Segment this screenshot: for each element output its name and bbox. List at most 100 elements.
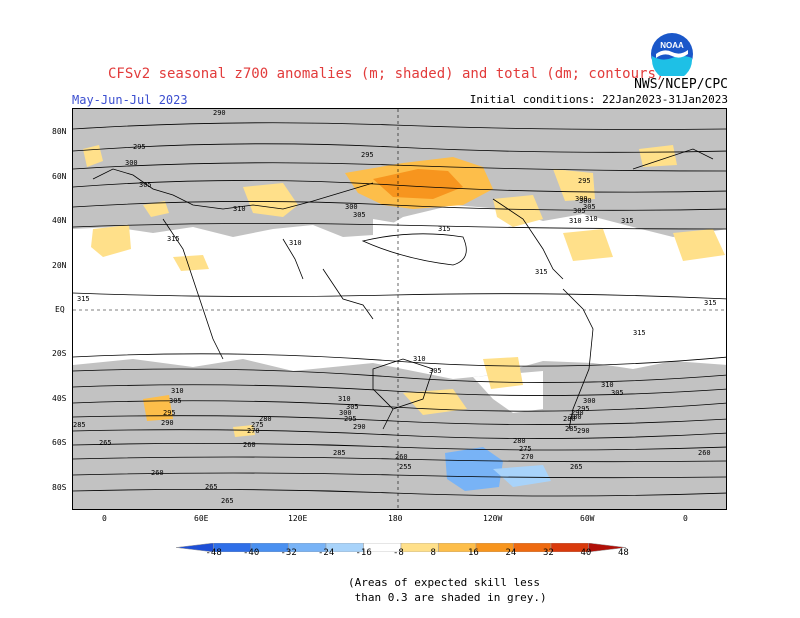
contour-label: 295	[578, 177, 591, 185]
contour-label: 285	[565, 425, 578, 433]
contour-label: 270	[247, 427, 260, 435]
contour-label: 255	[399, 463, 412, 471]
contour-label: 290	[577, 427, 590, 435]
lat-label: 60N	[52, 172, 67, 181]
initial-conditions-label: Initial conditions: 22Jan2023-31Jan2023	[469, 93, 728, 106]
colorbar-label: 16	[468, 548, 479, 558]
colorbar-label: 8	[430, 548, 436, 558]
colorbar-label: -24	[318, 548, 335, 558]
contour-label: 265	[205, 483, 218, 491]
contour-label: 310	[338, 395, 351, 403]
map-panel: 290 295 300 305 310 315 295 300 305 310 …	[72, 108, 727, 510]
contour-label: 295	[163, 409, 176, 417]
height-contours	[73, 122, 726, 497]
contour-label: 300	[575, 195, 588, 203]
lat-label: 80S	[52, 483, 67, 492]
contour-label: 315	[535, 268, 548, 276]
colorbar-label: -16	[355, 548, 372, 558]
contour-label: 315	[704, 299, 717, 307]
colorbar-label: -48	[205, 548, 222, 558]
lon-label: 120E	[288, 514, 308, 523]
positive-anomaly	[83, 145, 725, 437]
contour-label: 310	[171, 387, 184, 395]
contour-label: 300	[125, 159, 138, 167]
contour-label: 315	[438, 225, 451, 233]
contour-label: 305	[573, 207, 586, 215]
contour-label: 300	[339, 409, 352, 417]
contour-label: 260	[151, 469, 164, 477]
contour-label: 315	[77, 295, 90, 303]
lat-label: 80N	[52, 127, 67, 136]
contour-label: 310	[413, 355, 426, 363]
colorbar-label: -32	[280, 548, 297, 558]
coastlines	[92, 148, 714, 430]
agency-label: NWS/NCEP/CPC	[634, 77, 728, 92]
contour-label: 305	[429, 367, 442, 375]
lon-label: 60E	[194, 514, 209, 523]
contour-label: 305	[353, 211, 366, 219]
contour-label: 265	[221, 497, 234, 505]
lat-label: 20S	[52, 349, 67, 358]
lat-label: 40S	[52, 394, 67, 403]
contour-label: 305	[139, 181, 152, 189]
lat-label: 40N	[52, 216, 67, 225]
contour-label: 290	[353, 423, 366, 431]
contour-label: 275	[519, 445, 532, 453]
contour-label: 280	[259, 415, 272, 423]
lon-label: 120W	[483, 514, 503, 523]
contour-label: 265	[570, 463, 583, 471]
contour-label: 300	[579, 197, 592, 205]
contour-label: 305	[169, 397, 182, 405]
negative-anomaly	[445, 447, 551, 491]
contour-label: 310	[233, 205, 246, 213]
contour-label: 280	[563, 415, 576, 423]
contour-label: 260	[243, 441, 256, 449]
contour-label: 280	[569, 413, 582, 421]
colorbar-label: -8	[393, 548, 404, 558]
noaa-logo-icon: NOAA	[650, 32, 694, 80]
contour-label: 315	[167, 235, 180, 243]
contour-label: 290	[213, 109, 226, 117]
lon-label: 0	[683, 514, 688, 523]
contour-labels: 290 295 300 305 310 315 295 300 305 310 …	[73, 109, 717, 505]
colorbar-segment	[588, 542, 627, 553]
contour-label: 315	[633, 329, 646, 337]
contour-label: 260	[395, 453, 408, 461]
contour-label: 265	[99, 439, 112, 447]
contour-label: 285	[333, 449, 346, 457]
map-title: CFSv2 seasonal z700 anomalies (m; shaded…	[108, 66, 665, 82]
lon-label: 180	[388, 514, 403, 523]
lat-label: EQ	[55, 305, 65, 314]
contour-label: 295	[344, 415, 357, 423]
contour-label: 310	[585, 215, 598, 223]
contour-label: 290	[161, 419, 174, 427]
lon-label: 0	[102, 514, 107, 523]
contour-label: 315	[621, 217, 634, 225]
contour-label: 300	[345, 203, 358, 211]
contour-label: 305	[583, 203, 596, 211]
contour-label: 295	[133, 143, 146, 151]
colorbar-label: 40	[580, 548, 592, 558]
contour-label: 295	[577, 405, 590, 413]
contour-label: 310	[569, 217, 582, 225]
colorbar-label: 24	[505, 548, 517, 558]
colorbar-label: -40	[243, 548, 260, 558]
lon-label: 60W	[580, 514, 595, 523]
lat-label: 20N	[52, 261, 67, 270]
contour-label: 280	[513, 437, 526, 445]
contour-label: 310	[601, 381, 614, 389]
colorbar-label: 32	[543, 548, 554, 558]
season-label: May-Jun-Jul 2023	[72, 93, 188, 107]
skill-footnote: (Areas of expected skill less than 0.3 a…	[348, 576, 547, 604]
contour-label: 260	[698, 449, 711, 457]
contour-label: 285	[73, 421, 86, 429]
anomaly-colorbar	[175, 537, 627, 553]
contour-label: 310	[289, 239, 302, 247]
contour-label: 275	[251, 421, 264, 429]
logo-text: NOAA	[660, 41, 684, 50]
colorbar-label: 48	[618, 548, 629, 558]
contour-label: 305	[346, 403, 359, 411]
contour-label: 290	[571, 409, 584, 417]
contour-label: 305	[611, 389, 624, 397]
contour-label: 295	[361, 151, 374, 159]
